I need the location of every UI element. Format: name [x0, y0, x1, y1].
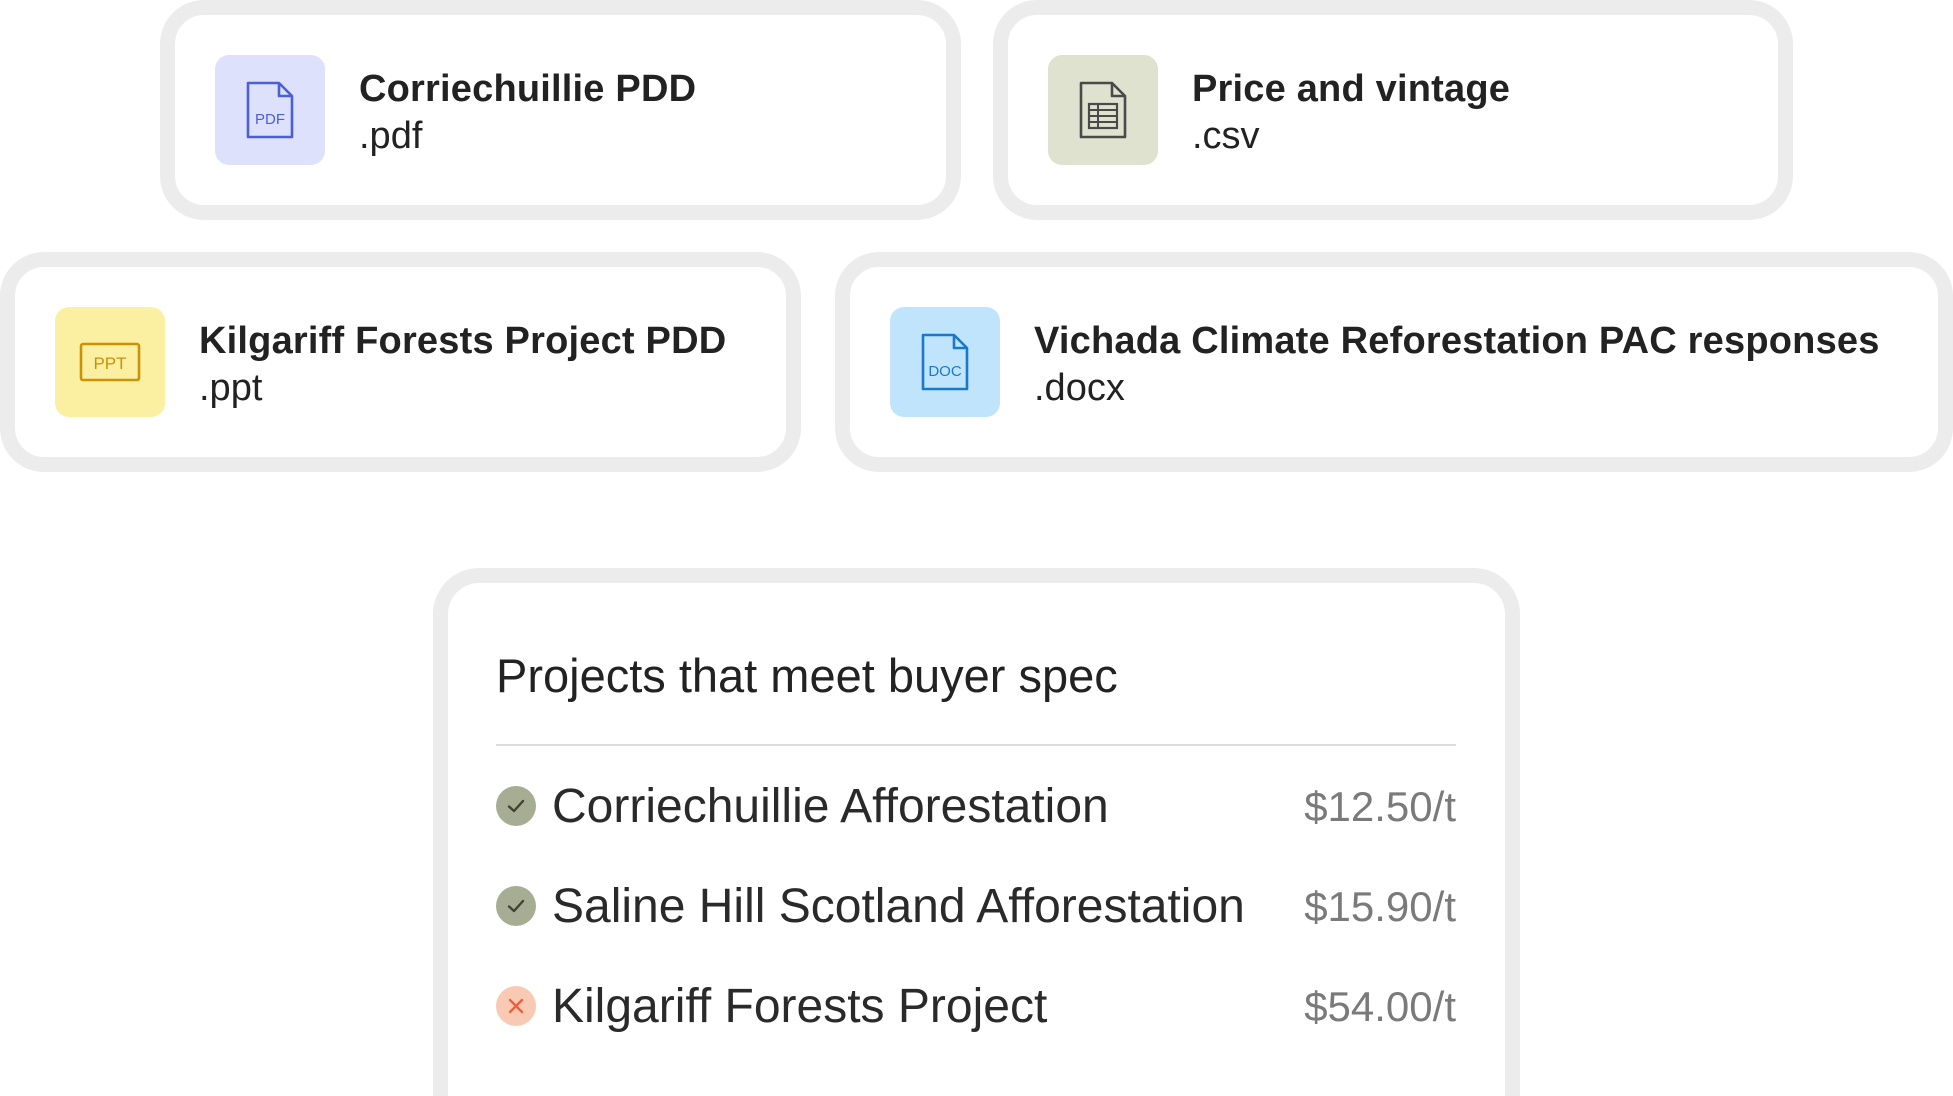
pdf-icon-label: PDF — [255, 111, 285, 128]
results-panel: Projects that meet buyer spec Corriechui… — [433, 568, 1520, 1096]
check-circle-icon — [496, 786, 536, 826]
x-circle-icon — [496, 986, 536, 1026]
project-name: Saline Hill Scotland Afforestation — [552, 880, 1245, 933]
file-extension: .ppt — [199, 367, 263, 409]
project-name: Kilgariff Forests Project — [552, 980, 1048, 1033]
project-price: $12.50/t — [1304, 783, 1456, 830]
project-name: Corriechuillie Afforestation — [552, 780, 1109, 833]
file-card-ppt[interactable]: PPT Kilgariff Forests Project PDD .ppt — [0, 252, 801, 472]
results-title: Projects that meet buyer spec — [496, 649, 1118, 702]
result-row[interactable]: Kilgariff Forests Project $54.00/t — [496, 977, 1456, 1037]
file-name: Kilgariff Forests Project PDD — [199, 320, 727, 362]
check-circle-icon — [496, 886, 536, 926]
project-price: $54.00/t — [1304, 983, 1456, 1030]
file-card-docx[interactable]: DOC Vichada Climate Reforestation PAC re… — [835, 252, 1953, 472]
file-card-csv[interactable]: Price and vintage .csv — [993, 0, 1793, 220]
ppt-icon-label: PPT — [93, 354, 126, 373]
doc-icon-label: DOC — [928, 363, 962, 380]
doc-file-icon: DOC — [890, 307, 1000, 417]
file-name: Corriechuillie PDD — [359, 68, 697, 110]
divider — [496, 744, 1456, 746]
spreadsheet-file-icon — [1048, 55, 1158, 165]
file-name: Price and vintage — [1192, 68, 1511, 110]
result-row[interactable]: Corriechuillie Afforestation $12.50/t — [496, 777, 1456, 837]
result-row[interactable]: Saline Hill Scotland Afforestation $15.9… — [496, 877, 1456, 937]
file-extension: .csv — [1192, 115, 1260, 157]
file-extension: .pdf — [359, 115, 423, 157]
file-name: Vichada Climate Reforestation PAC respon… — [1034, 320, 1880, 362]
project-price: $15.90/t — [1304, 883, 1456, 930]
file-card-pdf[interactable]: PDF Corriechuillie PDD .pdf — [160, 0, 961, 220]
ppt-file-icon: PPT — [55, 307, 165, 417]
pdf-file-icon: PDF — [215, 55, 325, 165]
file-extension: .docx — [1034, 367, 1125, 409]
